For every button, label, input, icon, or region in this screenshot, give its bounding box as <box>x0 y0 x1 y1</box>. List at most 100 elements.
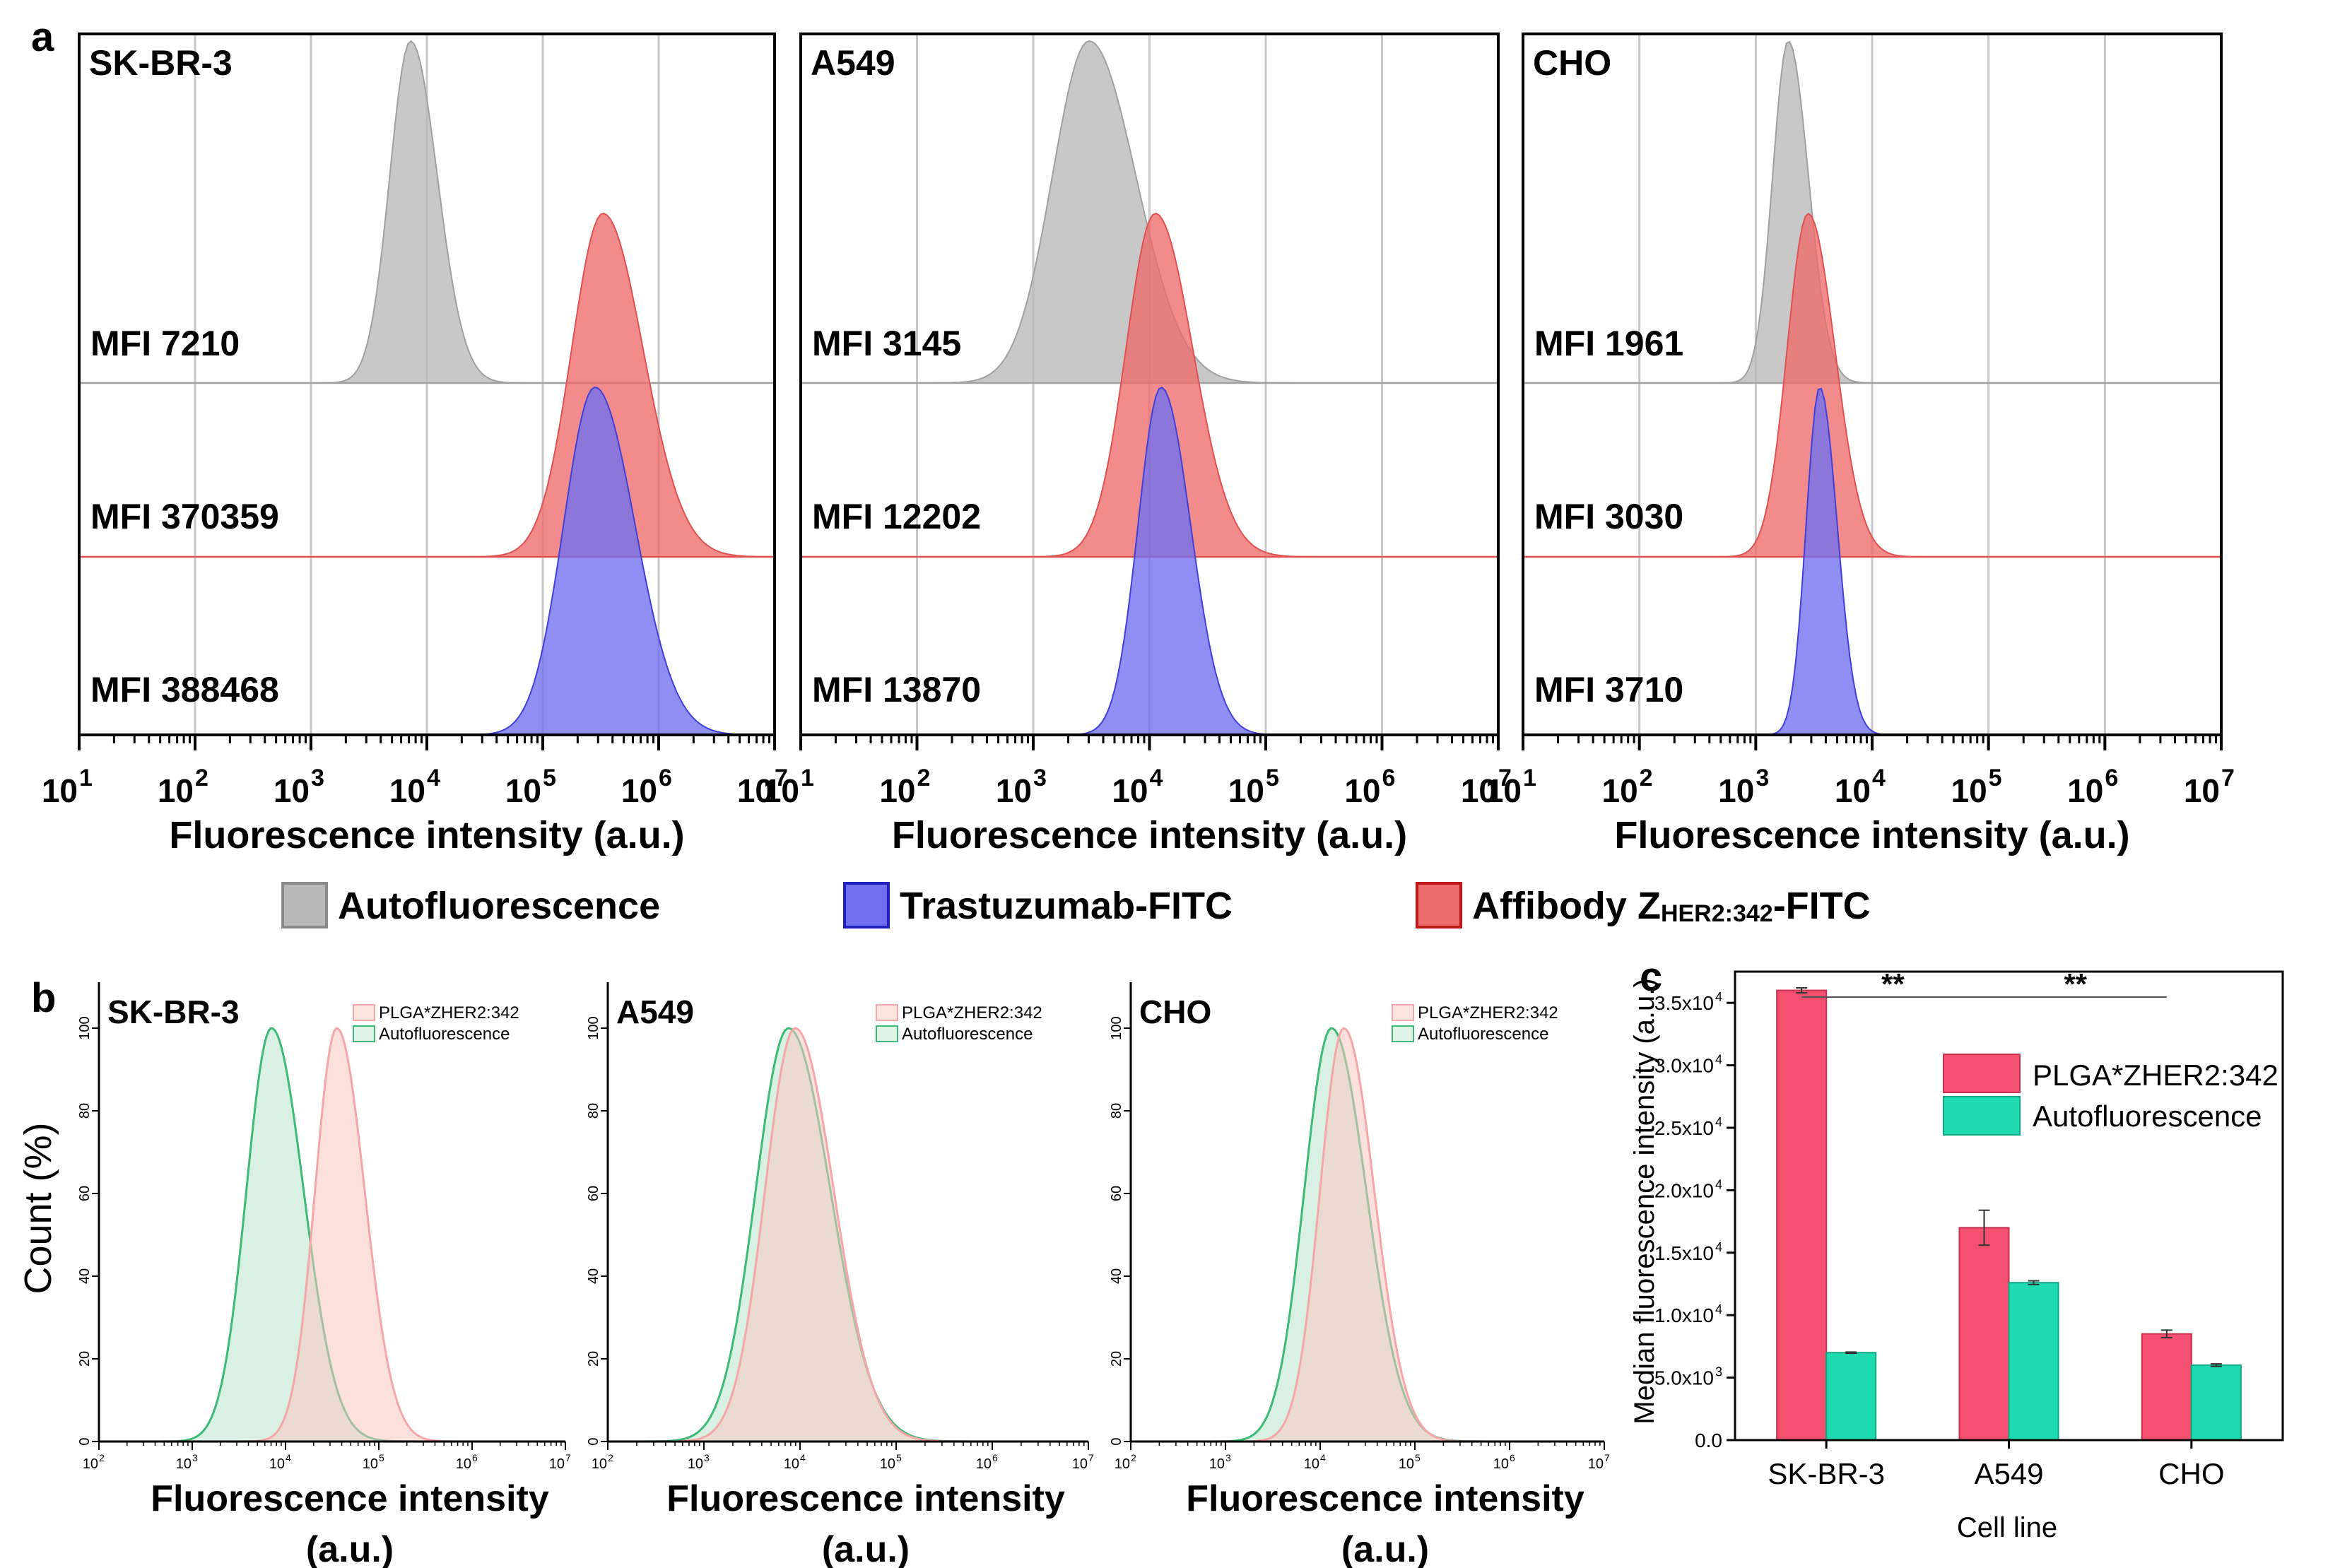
mfi-label: MFI 3030 <box>1534 497 1683 536</box>
tick-label: 10 <box>1951 772 1987 809</box>
tick-exponent: 2 <box>917 765 931 791</box>
x-tick-exponent: 2 <box>608 1452 613 1463</box>
tick-label: 10 <box>2067 772 2103 809</box>
x-tick-exponent: 3 <box>192 1452 198 1463</box>
panel-a-letter: a <box>31 14 54 60</box>
y-axis-label: Count (%) <box>17 1122 59 1294</box>
y-tick-label: 80 <box>586 1103 601 1119</box>
tick-exponent: 7 <box>775 765 788 791</box>
y-tick-label: 0 <box>1109 1437 1124 1445</box>
x-tick-exponent: 4 <box>1320 1452 1326 1463</box>
tick-exponent: 1 <box>801 765 814 791</box>
y-tick-label: 1.5x10 <box>1654 1242 1714 1264</box>
cell-line-label: A549 <box>616 994 694 1030</box>
legend-affibody-suffix: -FITC <box>1773 885 1871 927</box>
tick-label: 10 <box>1718 772 1754 809</box>
cell-line-label: SK-BR-3 <box>89 43 233 83</box>
legend-label-affibody: Affibody ZHER2:342-FITC <box>1472 885 1871 927</box>
tick-exponent: 7 <box>1498 765 1512 791</box>
x-tick-exponent: 3 <box>1225 1452 1231 1463</box>
tick-label: 10 <box>621 772 657 809</box>
x-axis-label: Cell line <box>1957 1512 2057 1543</box>
y-tick-exponent: 3 <box>1715 1365 1722 1379</box>
legend-label-plga: PLGA*ZHER2:342 <box>1418 1003 1558 1022</box>
y-tick-label: 0 <box>77 1437 93 1445</box>
tick-label: 10 <box>158 772 194 809</box>
x-tick-label: 10 <box>1588 1456 1604 1472</box>
y-tick-label: 40 <box>77 1268 93 1284</box>
x-tick-label: 10 <box>688 1456 703 1472</box>
y-tick-label: 5.0x10 <box>1654 1367 1714 1389</box>
legend-affibody-subscript: HER2:342 <box>1661 900 1773 927</box>
x-tick-label: 10 <box>1072 1456 1088 1472</box>
tick-exponent: 6 <box>659 765 672 791</box>
tick-exponent: 6 <box>1382 765 1396 791</box>
legend-swatch-plga <box>1392 1004 1414 1021</box>
y-tick-label: 40 <box>1109 1268 1124 1284</box>
y-tick-label: 20 <box>586 1351 601 1367</box>
x-axis-label: Fluorescence intensity (a.u.) <box>1614 814 2129 856</box>
x-tick-exponent: 7 <box>565 1452 571 1463</box>
x-tick-label: 10 <box>1399 1456 1414 1472</box>
cell-line-label: A549 <box>811 43 895 83</box>
y-tick-label: 80 <box>1109 1103 1124 1119</box>
tick-exponent: 3 <box>311 765 324 791</box>
x-axis-label-line2: (a.u.) <box>822 1529 910 1568</box>
legend-label-plga: PLGA*ZHER2:342 <box>379 1003 519 1022</box>
x-tick-label: 10 <box>1304 1456 1319 1472</box>
mfi-label: MFI 12202 <box>812 497 981 536</box>
bar-autofluorescence <box>2190 1364 2242 1442</box>
legend-swatch-autofluorescence <box>1943 1096 2021 1136</box>
legend-swatch-plga <box>876 1004 898 1021</box>
y-tick-exponent: 4 <box>1715 1240 1722 1254</box>
plot-frame <box>1734 970 2284 1442</box>
mfi-label: MFI 3145 <box>812 324 961 363</box>
cell-line-label: SK-BR-3 <box>107 994 240 1030</box>
x-tick-exponent: 4 <box>800 1452 806 1463</box>
x-axis-label-line2: (a.u.) <box>306 1529 394 1568</box>
mfi-label: MFI 388468 <box>90 670 279 709</box>
mfi-label: MFI 13870 <box>812 670 981 709</box>
y-tick-label: 40 <box>586 1268 601 1284</box>
x-tick-label: 10 <box>1115 1456 1130 1472</box>
legend-swatch-auto <box>281 882 328 929</box>
legend-label-auto: Autofluorescence <box>338 885 660 927</box>
y-tick-label: 100 <box>1109 1016 1124 1039</box>
tick-label: 10 <box>1461 772 1497 809</box>
y-tick-label: 20 <box>77 1351 93 1367</box>
y-axis-label: Median fluorescence intensity (a.u.) <box>1629 978 1660 1424</box>
category-label: SK-BR-3 <box>1768 1457 1885 1490</box>
y-tick-exponent: 4 <box>1715 1053 1722 1067</box>
tick-label: 10 <box>737 772 773 809</box>
histogram-plga <box>99 1027 565 1443</box>
bar-plga <box>1776 989 1828 1441</box>
x-tick-label: 10 <box>880 1456 895 1472</box>
legend-swatch-autofluorescence <box>876 1025 898 1042</box>
histogram-affi <box>1523 212 2221 558</box>
significance-stars: ** <box>1881 967 1905 1001</box>
y-tick-label: 100 <box>77 1016 93 1039</box>
y-tick-label: 3.0x10 <box>1654 1055 1714 1077</box>
panel-a-legend: Autofluorescence Trastuzumab-FITC Affibody… <box>281 882 1871 929</box>
tick-exponent: 6 <box>2105 765 2118 791</box>
legend-label-plga: PLGA*ZHER2:342 <box>902 1003 1042 1022</box>
legend-swatch-autofluorescence <box>1392 1025 1414 1042</box>
legend-swatch-trast <box>843 882 890 929</box>
tick-label: 10 <box>505 772 541 809</box>
y-tick-label: 0 <box>586 1437 601 1445</box>
x-axis-label-line1: Fluorescence intensity <box>666 1478 1065 1519</box>
tick-exponent: 3 <box>1756 765 1769 791</box>
x-tick-label: 10 <box>363 1456 378 1472</box>
legend-affibody-prefix: Affibody Z <box>1472 885 1661 927</box>
tick-exponent: 4 <box>1150 765 1163 791</box>
tick-exponent: 4 <box>427 765 440 791</box>
tick-label: 10 <box>1112 772 1148 809</box>
tick-label: 10 <box>1486 772 1522 809</box>
tick-exponent: 7 <box>2221 765 2235 791</box>
tick-label: 10 <box>42 772 78 809</box>
histogram-auto <box>1523 40 2221 384</box>
panel-c-letter: c <box>1640 954 1662 1000</box>
x-tick-exponent: 3 <box>704 1452 710 1463</box>
tick-label: 10 <box>1228 772 1264 809</box>
